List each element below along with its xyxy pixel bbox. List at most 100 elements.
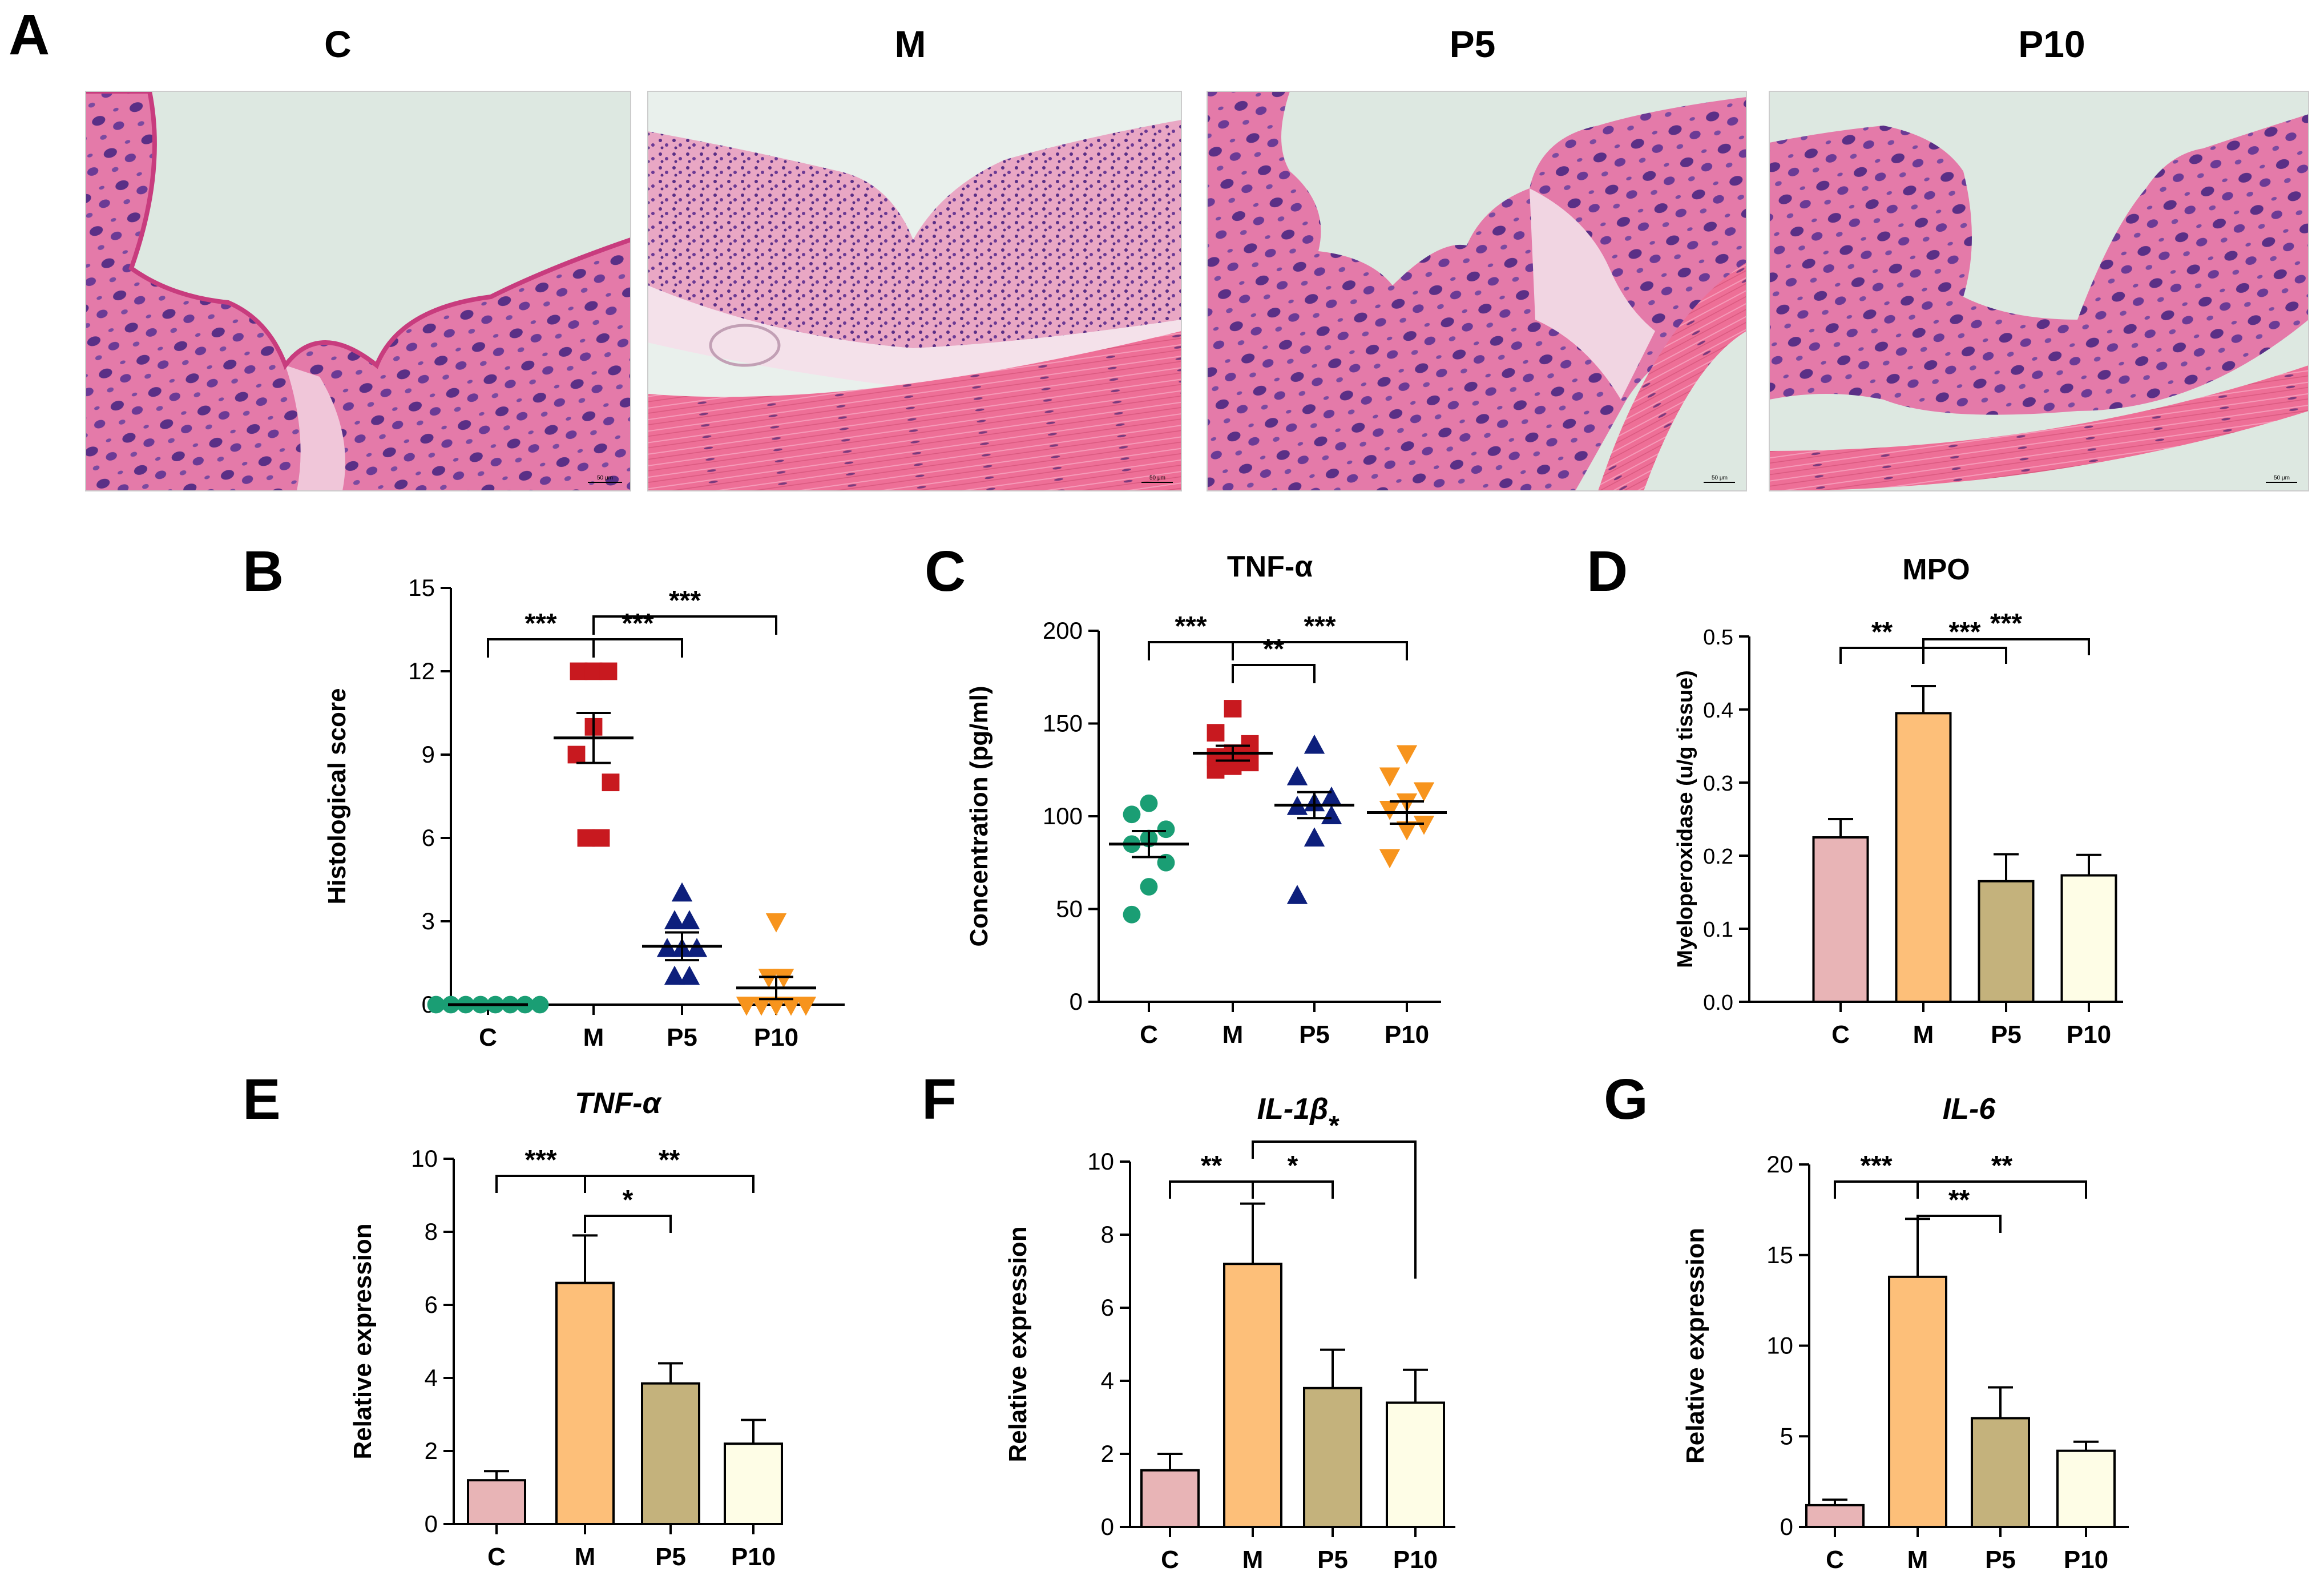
y-tick-label: 0 <box>425 1510 438 1537</box>
y-tick-label: 10 <box>1087 1148 1114 1175</box>
y-tick-label: 0.0 <box>1703 991 1733 1015</box>
significance-bracket <box>1839 647 1924 664</box>
significance-bracket <box>1834 1180 1919 1199</box>
y-tick-label: 100 <box>1043 803 1083 829</box>
y-axis-label: Relative expression <box>1004 1226 1032 1462</box>
data-point-0 <box>577 829 595 847</box>
data-point-5 <box>664 910 685 929</box>
x-tick-label: C <box>1826 1546 1844 1574</box>
panel-letter-e: E <box>243 1067 281 1131</box>
y-tick-label: 50 <box>1056 896 1083 922</box>
significance-label: *** <box>669 586 701 616</box>
x-tick-label: P10 <box>2064 1546 2108 1574</box>
data-point-1 <box>1304 827 1325 847</box>
data-point-0 <box>736 997 757 1016</box>
data-point-2 <box>765 997 787 1016</box>
scale-bar-label: 50 μm <box>1149 475 1165 481</box>
data-point-7 <box>671 882 693 902</box>
significance-bracket <box>1917 1180 2087 1199</box>
y-tick-label: 200 <box>1043 617 1083 644</box>
data-point-7 <box>1224 700 1242 718</box>
bar-p10 <box>2056 1449 2116 1528</box>
panel-letter-d: D <box>1587 539 1628 603</box>
x-tick-label: C <box>479 1023 497 1051</box>
histology-frame <box>1207 91 1747 491</box>
significance-label: *** <box>1175 611 1207 642</box>
data-point-7 <box>1396 745 1418 765</box>
data-point-5 <box>758 969 780 988</box>
x-tick-label: P5 <box>1991 1021 2022 1049</box>
panel-letter-c: C <box>925 539 966 603</box>
data-point-1 <box>751 997 772 1016</box>
data-point-6 <box>1379 767 1401 787</box>
bar-p5 <box>1971 1417 2030 1528</box>
chart-g: IL-6 0 5 10 15 20 Relative expression C M P5 P10 **… <box>1681 1093 2129 1574</box>
significance-label: *** <box>524 1145 556 1175</box>
scale-bar-label: 50 μm <box>2274 475 2290 481</box>
significance-bracket <box>1232 664 1316 683</box>
y-tick-label: 4 <box>1101 1367 1114 1394</box>
data-point-7 <box>599 662 618 680</box>
data-point-7 <box>1140 794 1158 812</box>
mucosa <box>86 91 631 491</box>
x-tick-label: P10 <box>754 1023 798 1051</box>
significance-label: ** <box>1871 617 1893 647</box>
significance-bracket <box>592 615 777 635</box>
data-point-2 <box>1157 853 1175 872</box>
significance-label: *** <box>1948 617 1980 647</box>
panel-letter-g: G <box>1604 1067 1648 1131</box>
significance-label: * <box>623 1185 634 1215</box>
y-tick-label: 8 <box>425 1218 438 1245</box>
panel-letter-f: F <box>922 1067 957 1131</box>
significance-bracket <box>487 638 595 658</box>
bar-m <box>1895 712 1952 1003</box>
x-tick-label: P5 <box>1299 1021 1330 1049</box>
data-point-3 <box>1207 748 1225 766</box>
significance-bracket <box>1922 638 2090 655</box>
significance-bracket <box>1148 641 1234 660</box>
significance-label: * <box>1329 1111 1339 1141</box>
significance-label: *** <box>622 608 653 639</box>
x-tick-label: P5 <box>667 1023 697 1051</box>
x-tick-label: C <box>1161 1546 1179 1574</box>
data-point-4 <box>795 997 817 1016</box>
y-tick-label: 6 <box>422 824 435 851</box>
data-point-5 <box>1241 735 1259 753</box>
y-tick-label: 2 <box>1101 1440 1114 1467</box>
y-tick-label: 150 <box>1043 710 1083 737</box>
x-tick-label: P5 <box>1985 1546 2016 1574</box>
data-point-5 <box>570 662 588 680</box>
bar-p5 <box>641 1382 700 1526</box>
y-tick-label: 0 <box>1070 988 1083 1015</box>
bar-c <box>467 1479 526 1525</box>
data-point-7 <box>1304 734 1325 754</box>
data-point-2 <box>1241 753 1259 772</box>
bar-c <box>1805 1504 1865 1528</box>
muscularis <box>648 331 1181 491</box>
scale-bar-label: 50 μm <box>597 475 613 481</box>
y-tick-label: 0.4 <box>1703 699 1733 723</box>
bar-p10 <box>1386 1401 1445 1528</box>
y-tick-label: 8 <box>1101 1221 1114 1248</box>
y-tick-label: 10 <box>1766 1332 1793 1359</box>
x-tick-label: M <box>1222 1021 1244 1049</box>
significance-label: ** <box>1263 634 1285 664</box>
data-point-0 <box>1379 849 1401 869</box>
histology-panel-c: C 50 μm <box>85 23 631 491</box>
histology-frame <box>647 91 1182 491</box>
x-tick-label: M <box>583 1023 604 1051</box>
x-tick-label: M <box>1907 1546 1928 1574</box>
y-tick-label: 9 <box>422 741 435 768</box>
data-point-0 <box>664 965 685 985</box>
panel-letter-b: B <box>243 539 284 603</box>
submucosa <box>1530 188 1655 400</box>
data-point-6 <box>584 662 603 680</box>
y-tick-label: 0.2 <box>1703 845 1733 869</box>
y-tick-label: 6 <box>425 1291 438 1318</box>
chart-title: IL-6 <box>1943 1093 1996 1126</box>
data-point-3 <box>780 997 802 1016</box>
x-tick-label: P10 <box>1385 1021 1429 1049</box>
y-tick-label: 0.3 <box>1703 772 1733 796</box>
y-tick-label: 10 <box>411 1145 438 1172</box>
